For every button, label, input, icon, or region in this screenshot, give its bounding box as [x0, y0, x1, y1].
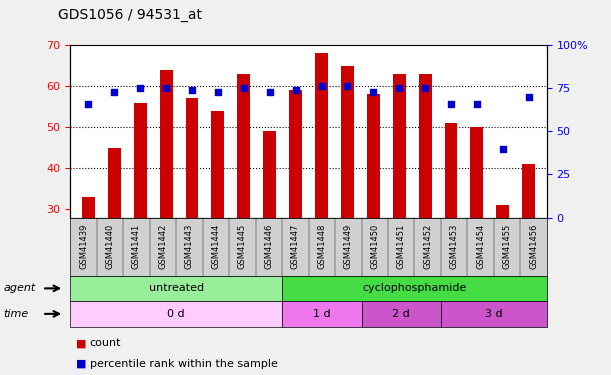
Text: GSM41450: GSM41450 — [370, 224, 379, 269]
Point — [498, 146, 508, 152]
Text: GSM41442: GSM41442 — [158, 224, 167, 269]
Bar — [159, 70, 172, 217]
Bar — [496, 205, 510, 218]
Text: GSM41447: GSM41447 — [291, 224, 300, 269]
Bar — [315, 53, 328, 217]
Point — [420, 85, 430, 91]
Text: GSM41455: GSM41455 — [503, 224, 511, 269]
Text: GSM41452: GSM41452 — [423, 224, 432, 269]
Text: GSM41443: GSM41443 — [185, 224, 194, 269]
Point — [161, 85, 171, 91]
Text: GSM41449: GSM41449 — [344, 224, 353, 269]
Point — [524, 94, 533, 100]
Bar — [134, 102, 147, 218]
Point — [213, 88, 223, 94]
Bar — [341, 66, 354, 218]
Bar — [522, 164, 535, 218]
Text: GSM41440: GSM41440 — [106, 224, 114, 269]
Point — [239, 85, 249, 91]
Text: 1 d: 1 d — [313, 309, 331, 319]
Text: GSM41441: GSM41441 — [132, 224, 141, 269]
Text: ■: ■ — [76, 339, 87, 348]
Point — [265, 88, 274, 94]
Bar — [263, 131, 276, 218]
Text: untreated: untreated — [148, 284, 203, 293]
Text: percentile rank within the sample: percentile rank within the sample — [90, 359, 277, 369]
Point — [343, 83, 353, 89]
Text: 2 d: 2 d — [392, 309, 410, 319]
Point — [472, 100, 482, 106]
Text: GSM41456: GSM41456 — [529, 224, 538, 269]
Bar — [108, 148, 121, 217]
Text: GSM41444: GSM41444 — [211, 224, 221, 269]
Text: cyclophosphamide: cyclophosphamide — [362, 284, 467, 293]
Bar — [211, 111, 224, 218]
Bar — [445, 123, 458, 218]
Text: GSM41453: GSM41453 — [450, 224, 459, 269]
Text: 0 d: 0 d — [167, 309, 185, 319]
Bar — [393, 74, 406, 217]
Point — [135, 85, 145, 91]
Point — [394, 85, 404, 91]
Point — [84, 100, 93, 106]
Bar — [186, 98, 199, 218]
Text: GSM41439: GSM41439 — [79, 224, 88, 269]
Point — [446, 100, 456, 106]
Point — [187, 87, 197, 93]
Bar — [419, 74, 431, 217]
Bar — [367, 94, 380, 218]
Point — [291, 87, 301, 93]
Point — [368, 88, 378, 94]
Text: GSM41451: GSM41451 — [397, 224, 406, 269]
Text: count: count — [90, 339, 122, 348]
Text: time: time — [3, 309, 28, 319]
Text: GSM41448: GSM41448 — [317, 224, 326, 269]
Text: ■: ■ — [76, 359, 87, 369]
Bar — [237, 74, 251, 217]
Text: GSM41454: GSM41454 — [476, 224, 485, 269]
Text: GDS1056 / 94531_at: GDS1056 / 94531_at — [58, 9, 202, 22]
Text: 3 d: 3 d — [485, 309, 503, 319]
Bar — [470, 127, 483, 218]
Text: GSM41446: GSM41446 — [265, 224, 273, 269]
Bar — [82, 197, 95, 217]
Text: agent: agent — [3, 284, 35, 293]
Point — [109, 88, 119, 94]
Point — [316, 83, 326, 89]
Text: GSM41445: GSM41445 — [238, 224, 247, 269]
Bar — [289, 90, 302, 218]
